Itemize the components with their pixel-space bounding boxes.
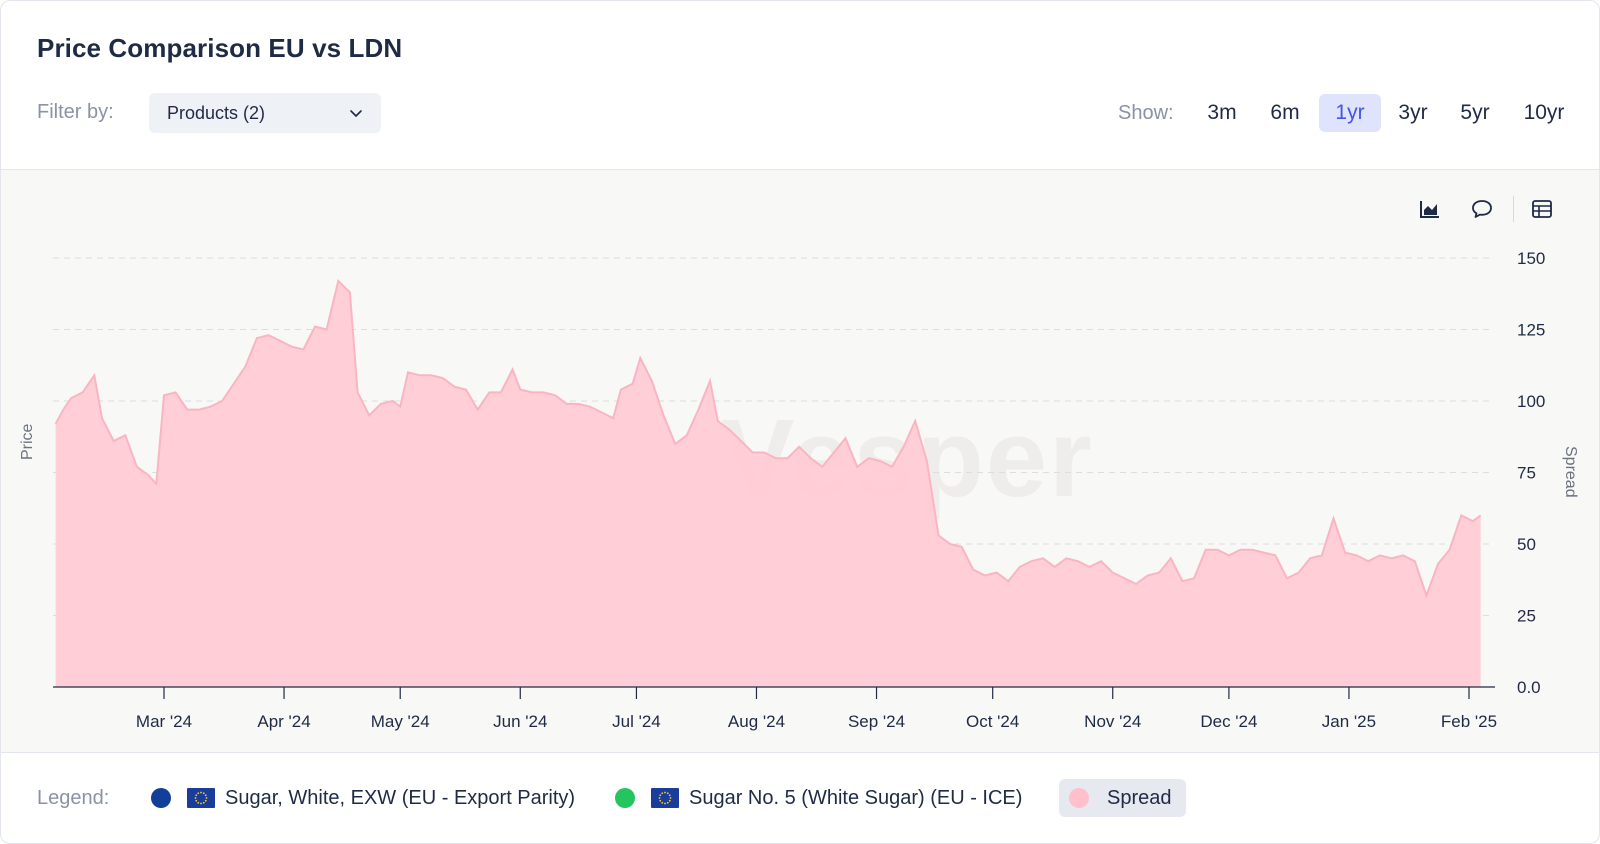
- y-tick-label: 150: [1517, 249, 1545, 268]
- x-tick-label: Oct '24: [966, 712, 1019, 731]
- legend-item-sugar-no-5-white-sugar-eu-ice[interactable]: Sugar No. 5 (White Sugar) (EU - ICE): [615, 779, 1022, 817]
- range-tab-3m[interactable]: 3m: [1207, 101, 1237, 124]
- x-tick-label: Aug '24: [728, 712, 785, 731]
- y-tick-label: 0.0: [1517, 678, 1541, 697]
- x-tick-label: Jan '25: [1322, 712, 1376, 731]
- range-tab-1yr[interactable]: 1yr: [1319, 94, 1381, 132]
- legend-item-label: Spread: [1107, 786, 1172, 809]
- x-tick-label: Sep '24: [848, 712, 905, 731]
- x-tick-label: Feb '25: [1441, 712, 1497, 731]
- x-tick-label: May '24: [371, 712, 430, 731]
- x-tick-label: Jul '24: [612, 712, 661, 731]
- y-tick-label: 75: [1517, 464, 1536, 483]
- x-tick-label: Nov '24: [1084, 712, 1141, 731]
- y-tick-label: 100: [1517, 392, 1545, 411]
- x-tick-label: Jun '24: [493, 712, 547, 731]
- toolbar-divider: [1513, 196, 1514, 222]
- show-label: Show:: [1118, 102, 1174, 124]
- y-tick-label: 50: [1517, 535, 1536, 554]
- legend-dot-icon: [1069, 788, 1089, 808]
- range-tab-10yr[interactable]: 10yr: [1523, 101, 1565, 124]
- y-tick-label: 125: [1517, 321, 1545, 340]
- products-filter-dropdown[interactable]: Products (2): [149, 93, 381, 133]
- legend-item-label: Sugar No. 5 (White Sugar) (EU - ICE): [689, 786, 1023, 809]
- x-tick-label: Dec '24: [1200, 712, 1257, 731]
- chevron-down-icon: [350, 110, 362, 117]
- spread-area-chart: 0.0 25 50 75 100 125 150 Mar '24 Apr '24 May '24 J…: [53, 249, 1545, 731]
- legend-label: Legend:: [37, 787, 110, 809]
- legend-dot-icon: [151, 788, 171, 808]
- eu-flag-icon: [651, 788, 679, 808]
- spread-line: [54, 278, 1482, 599]
- spread-area: [55, 280, 1481, 687]
- legend-dot-icon: [615, 788, 635, 808]
- range-tab-6m[interactable]: 6m: [1270, 101, 1300, 124]
- eu-flag-icon: [187, 788, 215, 808]
- legend-item-spread[interactable]: Spread: [1059, 779, 1186, 817]
- y-tick-label: 25: [1517, 607, 1536, 626]
- area-chart-icon[interactable]: [1413, 192, 1447, 226]
- chart-area: Vesper Price Spread 0.0255075100125150Ma…: [1, 169, 1599, 753]
- dropdown-value: Products (2): [167, 102, 266, 123]
- x-tick-label: Apr '24: [257, 712, 310, 731]
- page-title: Price Comparison EU vs LDN: [37, 33, 403, 63]
- filter-label: Filter by:: [37, 101, 114, 123]
- range-tab-5yr[interactable]: 5yr: [1460, 101, 1490, 124]
- range-tab-3yr[interactable]: 3yr: [1398, 101, 1428, 124]
- table-icon[interactable]: [1525, 192, 1559, 226]
- comment-icon[interactable]: [1465, 192, 1499, 226]
- x-tick-label: Mar '24: [136, 712, 192, 731]
- legend-item-sugar-white-exw-eu-export-parity[interactable]: Sugar, White, EXW (EU - Export Parity): [151, 779, 575, 817]
- legend-item-label: Sugar, White, EXW (EU - Export Parity): [225, 786, 576, 809]
